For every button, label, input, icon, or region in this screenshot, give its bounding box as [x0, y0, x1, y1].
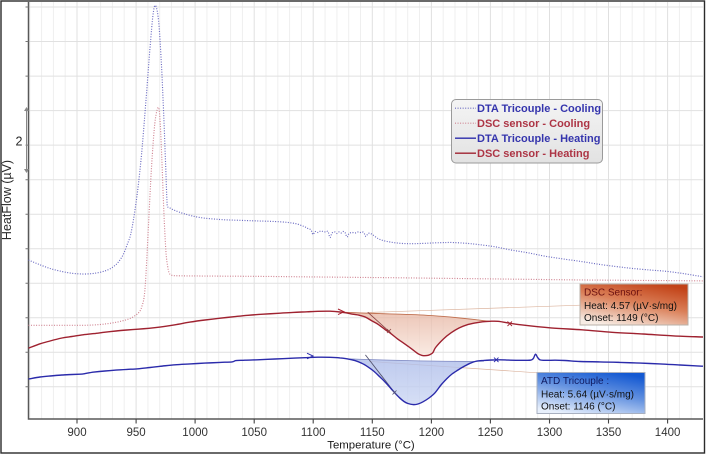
- svg-text:1150: 1150: [360, 427, 385, 439]
- svg-text:Heat: 5.64 (µV·s/mg): Heat: 5.64 (µV·s/mg): [541, 390, 634, 401]
- svg-text:1300: 1300: [537, 427, 563, 439]
- svg-text:1400: 1400: [655, 427, 681, 439]
- svg-text:DTA Tricouple - Heating: DTA Tricouple - Heating: [477, 133, 600, 145]
- svg-text:1250: 1250: [478, 427, 504, 439]
- svg-text:HeatFlow (µV): HeatFlow (µV): [0, 160, 14, 240]
- svg-text:DTA Tricouple - Cooling: DTA Tricouple - Cooling: [477, 103, 601, 115]
- svg-text:900: 900: [67, 427, 86, 439]
- svg-text:DSC Sensor:: DSC Sensor:: [584, 288, 642, 299]
- svg-text:Heat: 4.57 (µV·s/mg): Heat: 4.57 (µV·s/mg): [584, 301, 677, 312]
- svg-text:DSC sensor - Cooling: DSC sensor - Cooling: [477, 118, 590, 130]
- svg-text:DSC sensor - Heating: DSC sensor - Heating: [477, 148, 589, 160]
- svg-text:1200: 1200: [419, 427, 445, 439]
- svg-text:1350: 1350: [596, 427, 622, 439]
- svg-text:Onset: 1149 (°C): Onset: 1149 (°C): [584, 313, 658, 324]
- svg-text:2: 2: [16, 135, 23, 149]
- svg-text:1050: 1050: [241, 427, 267, 439]
- svg-text:950: 950: [127, 427, 146, 439]
- svg-text:1100: 1100: [301, 427, 326, 439]
- svg-text:ATD Tricouple :: ATD Tricouple :: [541, 376, 609, 387]
- svg-text:Temperature (°C): Temperature (°C): [327, 440, 415, 452]
- svg-text:1000: 1000: [182, 427, 208, 439]
- svg-text:Onset: 1146 (°C): Onset: 1146 (°C): [541, 402, 615, 413]
